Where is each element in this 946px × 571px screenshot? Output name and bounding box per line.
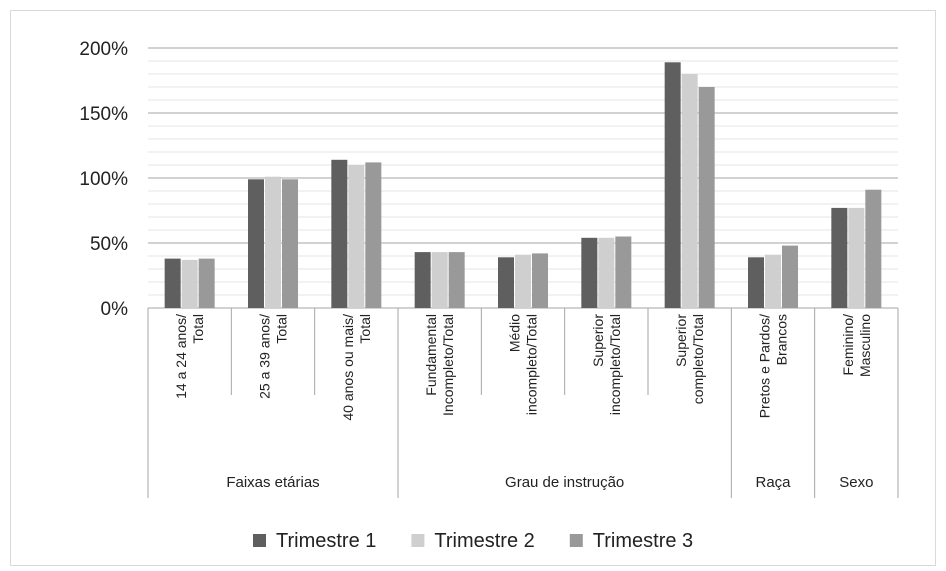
category-label-line: Brancos: [774, 314, 790, 365]
category-label-line: 14 a 24 anos/: [173, 314, 189, 399]
category-label: 14 a 24 anos/Total: [173, 314, 206, 399]
bar: [498, 257, 514, 308]
y-tick-label: 150%: [79, 104, 128, 125]
group-label: Grau de instrução: [505, 474, 624, 491]
category-label-line: Superior: [590, 314, 606, 367]
bar: [615, 236, 632, 308]
category-label: Superiorcompleto/Total: [673, 314, 706, 405]
y-tick-label: 0%: [101, 299, 129, 320]
bar: [365, 162, 382, 308]
category-label-line: Total: [190, 314, 206, 344]
category-label: 40 anos ou mais/Total: [340, 314, 373, 421]
category-label-line: Fundamental: [423, 314, 439, 396]
bar: [581, 237, 598, 308]
bar: [765, 254, 781, 308]
category-label-line: Masculino: [857, 314, 873, 377]
bar: [348, 165, 365, 308]
y-tick-label: 200%: [79, 39, 128, 60]
y-tick-label: 50%: [90, 234, 128, 255]
bar: [598, 237, 615, 308]
category-label: Pretos e Pardos/Brancos: [757, 314, 790, 418]
category-label-line: Total: [274, 314, 290, 344]
category-label-line: incompleto/Total: [607, 314, 623, 415]
bar: [282, 179, 298, 308]
legend-label: Trimestre 3: [593, 530, 693, 552]
category-label-line: Pretos e Pardos/: [757, 314, 773, 418]
category-label-line: Superior: [673, 314, 689, 367]
bar: [848, 207, 865, 308]
bar: [331, 159, 348, 308]
group-label: Sexo: [839, 474, 873, 491]
category-label-line: Feminino/: [840, 314, 856, 376]
bar: [698, 87, 715, 308]
y-tick-label: 100%: [79, 169, 128, 190]
bar: [448, 252, 465, 308]
bar: [515, 254, 531, 308]
group-label: Raça: [755, 474, 791, 491]
category-label-line: Médio: [507, 314, 523, 352]
category-label: Superiorincompleto/Total: [590, 314, 623, 416]
bar: [181, 259, 198, 308]
legend-swatch: [253, 534, 266, 547]
bar: [265, 176, 281, 308]
category-label-line: 40 anos ou mais/: [340, 314, 356, 421]
bar: [164, 258, 181, 308]
bar: [782, 245, 798, 308]
category-label-line: incompleto/Total: [524, 314, 540, 415]
bar: [532, 253, 548, 308]
category-label: Médioincompleto/Total: [507, 314, 540, 415]
bar: [431, 252, 448, 308]
bar: [681, 74, 698, 308]
category-label: 25 a 39 anos/Total: [257, 314, 290, 399]
category-label-line: Incompleto/Total: [440, 314, 456, 416]
legend-swatch: [569, 534, 583, 547]
bar: [748, 257, 764, 308]
bar: [664, 62, 681, 308]
legend-label: Trimestre 2: [434, 530, 534, 552]
group-label: Faixas etárias: [226, 474, 319, 491]
category-label-line: completo/Total: [690, 314, 706, 404]
category-label: Feminino/Masculino: [840, 314, 873, 377]
chart-border: [10, 10, 936, 566]
legend-swatch: [411, 534, 425, 547]
bar: [248, 179, 264, 308]
bar: [414, 252, 431, 308]
category-label-line: Total: [357, 314, 373, 344]
category-label: FundamentalIncompleto/Total: [423, 314, 456, 416]
bar: [865, 189, 882, 308]
bar: [198, 258, 215, 308]
legend-label: Trimestre 1: [276, 530, 376, 552]
bar: [831, 207, 848, 308]
category-label-line: 25 a 39 anos/: [257, 314, 273, 399]
